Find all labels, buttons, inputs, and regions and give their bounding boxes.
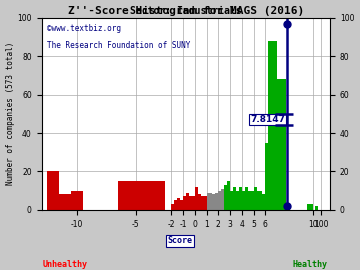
Bar (268, 41, 277, 210)
Bar (130, 181, 142, 210)
Bar (227, 181, 230, 210)
Text: ©www.textbiz.org: ©www.textbiz.org (47, 23, 121, 32)
Bar (203, 196, 207, 210)
Bar (221, 189, 224, 210)
Bar (218, 191, 221, 210)
Bar (251, 191, 254, 210)
Bar (307, 204, 312, 210)
Bar (71, 191, 83, 210)
Bar (260, 191, 262, 210)
Bar (239, 187, 242, 210)
Bar (174, 200, 177, 210)
Bar (224, 185, 227, 210)
Bar (59, 194, 71, 210)
Bar (212, 194, 215, 210)
Bar (254, 187, 257, 210)
Y-axis label: Number of companies (573 total): Number of companies (573 total) (5, 42, 14, 185)
Bar (183, 196, 186, 210)
Text: The Research Foundation of SUNY: The Research Foundation of SUNY (47, 41, 191, 50)
Bar (153, 181, 165, 210)
Text: 7.8147: 7.8147 (250, 115, 285, 124)
Bar (262, 194, 265, 210)
Bar (189, 196, 192, 210)
Text: Sector: Industrials: Sector: Industrials (130, 6, 242, 16)
Bar (48, 171, 59, 210)
Bar (192, 196, 195, 210)
Text: Score: Score (168, 237, 193, 245)
Title: Z''-Score Histogram for MAGS (2016): Z''-Score Histogram for MAGS (2016) (68, 6, 304, 16)
Bar (195, 187, 198, 210)
Bar (180, 200, 183, 210)
Bar (171, 204, 174, 210)
Bar (201, 196, 203, 210)
Bar (236, 191, 239, 210)
Bar (177, 198, 180, 210)
Bar (265, 143, 268, 210)
Bar (242, 191, 245, 210)
Bar (186, 193, 189, 210)
Bar (230, 191, 233, 210)
Bar (248, 191, 251, 210)
Bar (118, 181, 130, 210)
Bar (210, 193, 212, 210)
Bar (215, 193, 218, 210)
Text: Unhealthy: Unhealthy (42, 260, 87, 269)
Bar (198, 194, 201, 210)
Text: Healthy: Healthy (292, 260, 327, 269)
Bar (207, 193, 210, 210)
Bar (315, 206, 319, 210)
Bar (277, 79, 286, 210)
Bar (233, 187, 236, 210)
Bar (245, 187, 248, 210)
Bar (142, 181, 153, 210)
Bar (257, 191, 260, 210)
